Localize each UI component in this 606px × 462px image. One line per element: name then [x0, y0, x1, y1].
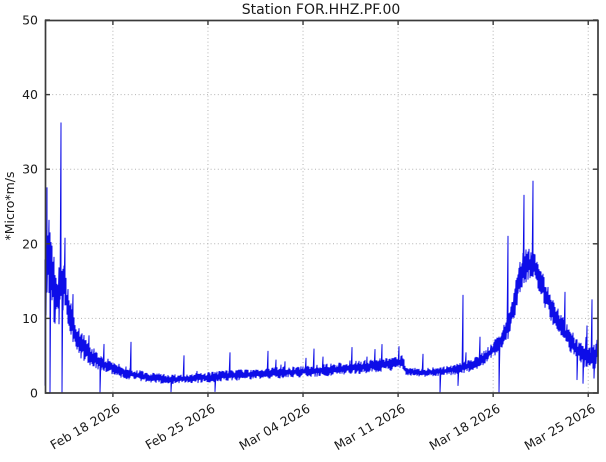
x-tick-label: Feb 18 2026: [48, 401, 123, 453]
tick-marks: [45, 19, 598, 397]
y-tick-label: 0: [30, 386, 38, 401]
seismic-trace-line: [44, 122, 599, 394]
x-tick-label: Mar 04 2026: [236, 401, 312, 454]
data-trace: [44, 122, 599, 394]
x-tick-label: Mar 11 2026: [331, 401, 407, 454]
y-tick-label: 10: [22, 311, 38, 326]
x-tick-label: Mar 25 2026: [522, 401, 598, 454]
chart-title: Station FOR.HHZ.PF.00: [242, 2, 401, 18]
y-tick-label: 30: [22, 162, 38, 177]
y-tick-label: 50: [22, 13, 38, 28]
axes-spines: [44, 19, 599, 394]
x-tick-label: Feb 25 2026: [143, 401, 218, 453]
gridlines: [45, 20, 598, 393]
y-axis-label: *Micro*m/s: [2, 171, 17, 240]
x-tick-label: Mar 18 2026: [427, 401, 503, 454]
x-tick-labels: Feb 18 2026 Feb 25 2026 Mar 04 2026 Mar 11 …: [48, 401, 598, 454]
y-tick-label: 20: [22, 236, 38, 251]
y-tick-label: 40: [22, 87, 38, 102]
plot-area: [45, 20, 598, 393]
y-tick-labels: 0 10 20 30 40 50: [22, 13, 38, 401]
